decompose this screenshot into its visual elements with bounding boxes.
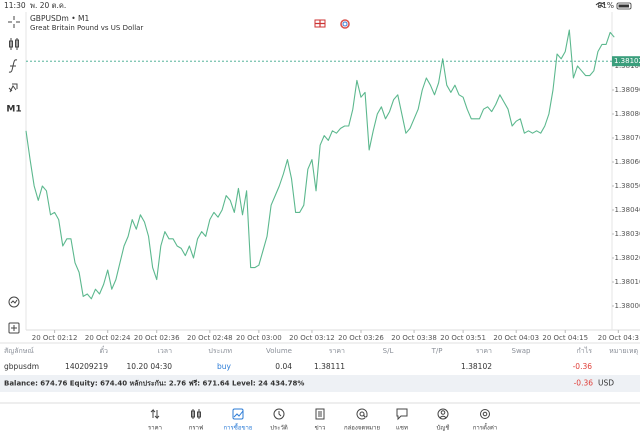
status-date: พ. 20 ต.ค. (30, 1, 66, 10)
y-tick-label: 1.38040 (615, 206, 640, 214)
nav-label[interactable]: กราฟ (189, 425, 203, 432)
column-header: หมายเหตุ (609, 347, 638, 355)
column-header: ตั๋ว (100, 346, 109, 355)
table-cell[interactable]: -0.36 (573, 362, 593, 371)
column-header: Swap (512, 347, 531, 355)
balance-bar (0, 375, 640, 392)
y-tick-label: 1.38000 (615, 302, 640, 310)
x-tick-label: 20 Oct 04:03 (493, 334, 539, 342)
nav-icon[interactable] (150, 408, 160, 420)
chart-subtitle: Great Britain Pound vs US Dollar (30, 24, 143, 32)
column-header: ประเภท (208, 347, 232, 355)
column-header: Volume (266, 347, 292, 355)
crosshair-tool[interactable] (8, 16, 20, 28)
balance-summary: Balance: 674.76 Equity: 674.40 หลักประกั… (4, 380, 304, 388)
y-tick-label: 1.38020 (615, 254, 640, 262)
table-cell[interactable]: 1.38111 (314, 362, 345, 371)
chart-type-tool[interactable] (9, 38, 19, 50)
indicator-tool[interactable] (8, 59, 18, 73)
nav-label[interactable]: กล่องจดหมาย (344, 425, 380, 432)
x-tick-label: 20 Oct 04:3 (598, 334, 639, 342)
price-line (25, 29, 615, 300)
current-price-tag (612, 56, 640, 67)
y-tick-label: 1.38010 (615, 278, 640, 286)
symbol-flag-cross (315, 20, 325, 27)
nav-label[interactable]: แชท (396, 425, 408, 432)
nav-icon[interactable] (191, 409, 201, 419)
zoom-tool-mark (10, 299, 18, 304)
nav-label[interactable]: บัญชี (437, 424, 450, 432)
x-tick-label: 20 Oct 04:15 (542, 334, 588, 342)
objects-tool[interactable] (8, 83, 18, 93)
y-tick-label: 1.38030 (615, 230, 640, 238)
x-tick-label: 20 Oct 02:48 (187, 334, 233, 342)
table-cell[interactable]: buy (217, 362, 232, 371)
x-tick-label: 20 Oct 03:12 (289, 334, 335, 342)
nav-label[interactable]: การซื้อขาย (224, 422, 253, 432)
battery-icon (616, 2, 632, 10)
current-price-label: 1.38102 (614, 57, 640, 65)
new-order-tool[interactable] (8, 322, 20, 334)
y-tick-label: 1.38080 (615, 110, 640, 118)
chart-title: GBPUSDm • M1 (30, 14, 89, 23)
column-header: เวลา (157, 347, 172, 355)
nav-label[interactable]: ราคา (148, 425, 162, 432)
x-tick-label: 20 Oct 02:12 (32, 334, 78, 342)
x-tick-label: 20 Oct 03:26 (338, 334, 384, 342)
nav-icon[interactable] (233, 410, 244, 418)
table-cell[interactable]: 1.38102 (461, 362, 492, 371)
balance-currency: USD (598, 379, 614, 388)
y-tick-label: 1.38090 (615, 86, 640, 94)
x-tick-label: 20 Oct 02:24 (85, 334, 131, 342)
table-cell[interactable]: 140209219 (65, 362, 108, 371)
status-battery: 91% (597, 1, 614, 10)
x-tick-label: 20 Oct 03:38 (391, 334, 437, 342)
nav-icon-frame (232, 408, 244, 420)
column-header: ราคา (476, 347, 492, 355)
nav-icon[interactable] (273, 408, 285, 420)
column-header: S/L (383, 347, 394, 355)
timeframe-button[interactable]: M1 (6, 105, 21, 115)
y-tick-label: 1.38060 (615, 158, 640, 166)
column-header: ราคา (329, 347, 345, 355)
nav-icon[interactable] (315, 408, 325, 420)
zoom-tool[interactable] (8, 296, 20, 308)
column-header: กำไร (577, 346, 593, 355)
table-cell[interactable]: gbpusdm (4, 362, 39, 371)
table-cell[interactable]: 10.20 04:30 (127, 362, 173, 371)
column-header: สัญลักษณ์ (4, 347, 34, 355)
table-cell[interactable]: 0.04 (275, 362, 292, 371)
new-order-plus (11, 325, 17, 331)
nav-icon[interactable] (356, 408, 368, 420)
nav-label[interactable]: ข่าว (315, 425, 326, 432)
status-time: 11:30 (4, 1, 26, 10)
symbol-quote-icon (340, 19, 350, 29)
wifi-icon (595, 2, 606, 8)
x-tick-label: 20 Oct 02:36 (134, 334, 180, 342)
x-tick-label: 20 Oct 03:51 (440, 334, 486, 342)
x-tick-label: 20 Oct 03:00 (236, 334, 282, 342)
column-header: T/P (431, 347, 443, 355)
nav-icon[interactable] (437, 408, 449, 420)
battery-level (618, 4, 629, 8)
symbol-quote-icon-inner (342, 21, 348, 27)
balance-profit: -0.36 (574, 379, 594, 388)
left-toolbar (8, 16, 20, 334)
nav-icon[interactable] (480, 409, 491, 419)
y-tick-label: 1.38070 (615, 134, 640, 142)
nav-icon[interactable] (396, 408, 408, 421)
y-tick-label: 1.38050 (615, 182, 640, 190)
nav-label[interactable]: การตั้งค่า (473, 422, 497, 432)
nav-label[interactable]: ประวัติ (270, 425, 288, 432)
